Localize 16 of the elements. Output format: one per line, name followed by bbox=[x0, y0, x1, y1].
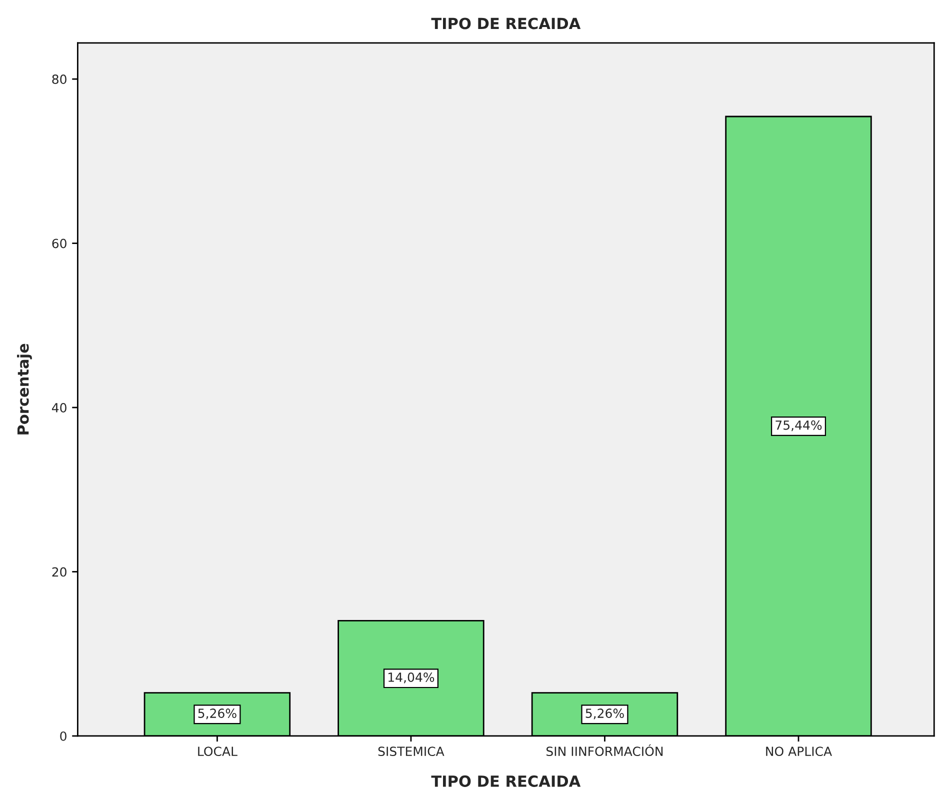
data-label: 75,44% bbox=[776, 420, 822, 432]
data-label: 5,26% bbox=[198, 708, 236, 720]
x-tick-label: NO APLICA bbox=[766, 746, 832, 756]
x-tick-label: SISTEMICA bbox=[378, 746, 444, 756]
y-tick-label: 0 bbox=[60, 731, 66, 741]
x-axis-title: TIPO DE RECAIDA bbox=[431, 775, 581, 787]
y-tick-label: 20 bbox=[52, 567, 66, 577]
x-tick-label: LOCAL bbox=[198, 746, 238, 756]
y-tick-label: 80 bbox=[52, 74, 66, 84]
data-label: 5,26% bbox=[586, 708, 624, 720]
y-tick-label: 40 bbox=[52, 402, 66, 412]
x-tick-label: SIN IINFORMACIÓN bbox=[546, 744, 663, 756]
data-label: 14,04% bbox=[388, 672, 434, 684]
y-axis-title: Porcentaje bbox=[17, 344, 32, 434]
chart-title: TIPO DE RECAIDA bbox=[431, 18, 581, 30]
y-tick-label: 60 bbox=[52, 238, 66, 248]
